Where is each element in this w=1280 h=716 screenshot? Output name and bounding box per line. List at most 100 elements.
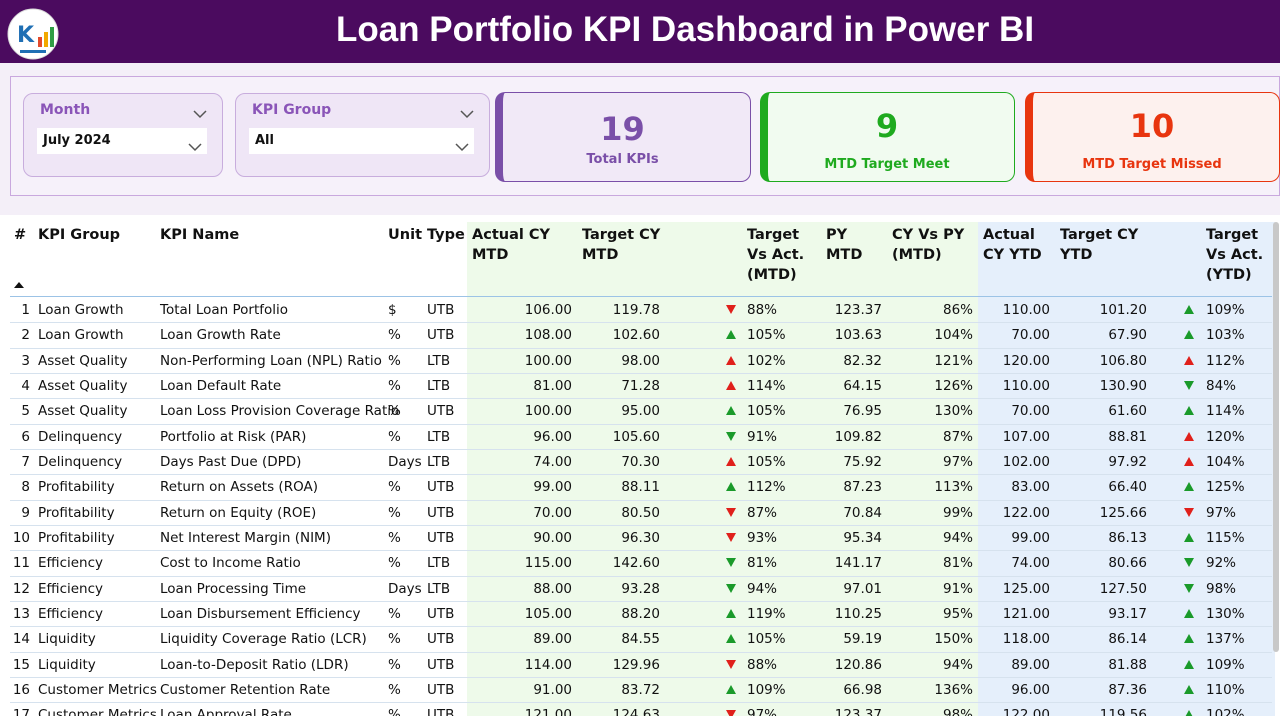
status-icon [726, 507, 736, 517]
table-cell: 104% [934, 327, 973, 344]
column-header[interactable]: PY MTD [826, 227, 863, 263]
table-cell: 93% [747, 529, 778, 546]
table-cell: UTB [427, 656, 455, 673]
row-divider [10, 524, 1272, 526]
column-header[interactable]: Actual CY MTD [472, 227, 551, 263]
table-cell: 75.92 [843, 453, 882, 470]
row-divider [10, 499, 1272, 501]
row-divider [10, 651, 1272, 653]
table-cell: UTB [427, 605, 455, 622]
table-cell: 100.00 [524, 352, 572, 369]
table-cell: 98.00 [621, 352, 660, 369]
table-cell: 130% [934, 403, 973, 420]
table-cell: 106.00 [524, 302, 572, 318]
table-cell: % [388, 377, 401, 394]
table-cell: 91% [747, 428, 778, 445]
table-cell: 93.17 [1108, 605, 1147, 622]
column-header[interactable]: Target CY MTD [582, 227, 661, 263]
column-header[interactable]: Type [427, 227, 465, 243]
table-cell: 67.90 [1108, 327, 1147, 344]
table-cell: 2 [21, 327, 30, 344]
table-cell: 71.28 [621, 377, 660, 394]
table-cell: 97% [1206, 504, 1237, 521]
table-cell: $ [388, 302, 397, 318]
table-cell: 103.63 [834, 327, 882, 344]
column-header[interactable]: Unit [388, 227, 422, 243]
table-cell: Profitability [38, 529, 115, 546]
table-cell: 80.50 [621, 504, 660, 521]
row-divider [10, 575, 1272, 577]
kpi-label: Total KPIs [586, 152, 659, 167]
table-cell: 61.60 [1108, 403, 1147, 420]
table-cell: 119.56 [1099, 707, 1147, 716]
table-cell: % [388, 428, 401, 445]
status-icon [726, 431, 736, 441]
table-cell: Liquidity Coverage Ratio (LCR) [160, 631, 367, 648]
status-icon [1184, 380, 1194, 390]
column-header[interactable]: KPI Name [160, 227, 240, 243]
status-icon [726, 710, 736, 716]
column-header[interactable]: # [14, 227, 27, 243]
table-cell: UTB [427, 707, 455, 716]
table-cell: UTB [427, 681, 455, 698]
table-cell: 86% [942, 302, 973, 318]
row-divider [10, 322, 1272, 324]
table-cell: UTB [427, 479, 455, 496]
table-cell: 88% [747, 656, 778, 673]
table-cell: 122.00 [1002, 504, 1050, 521]
table-cell: 93.28 [621, 580, 660, 597]
table-cell: 90.00 [533, 529, 572, 546]
table-cell: % [388, 707, 401, 716]
table-cell: 6 [21, 428, 30, 445]
row-divider [10, 347, 1272, 349]
table-cell: Loan Growth [38, 302, 124, 318]
table-cell: LTB [427, 377, 451, 394]
table-cell: Loan Default Rate [160, 377, 282, 394]
table-cell: 70.00 [1011, 327, 1050, 344]
table-cell: 11 [12, 555, 30, 572]
table-cell: 74.00 [1011, 555, 1050, 572]
slicer-input[interactable] [249, 128, 474, 154]
table-cell: Customer Retention Rate [160, 681, 331, 698]
table-cell: % [388, 403, 401, 420]
scrollbar [1273, 222, 1279, 652]
table-cell: 88.11 [621, 479, 660, 496]
column-header[interactable]: KPI Group [38, 227, 121, 243]
table-cell: 84% [1206, 377, 1237, 394]
column-header[interactable]: CY Vs PY (MTD) [892, 227, 965, 263]
column-header[interactable]: Target Vs Act. (YTD) [1206, 227, 1264, 283]
table-cell: Loan Approval Rate [160, 707, 292, 716]
slicer-input[interactable] [37, 128, 207, 154]
row-divider [10, 626, 1272, 628]
table-cell: 95.34 [843, 529, 882, 546]
status-icon [1184, 634, 1194, 644]
column-header[interactable]: Target Vs Act. (MTD) [747, 227, 805, 283]
table-cell: % [388, 656, 401, 673]
table-cell: 119.78 [612, 302, 660, 318]
table-cell: 9 [21, 504, 30, 521]
status-icon [1184, 684, 1194, 694]
table-cell: 59.19 [843, 631, 882, 648]
table-cell: 105% [747, 631, 786, 648]
status-icon [726, 634, 736, 644]
table-cell: 97% [942, 453, 973, 470]
column-header[interactable]: Actual CY YTD [983, 227, 1042, 263]
table-cell: 96.00 [1011, 681, 1050, 698]
mtd-band [467, 222, 978, 716]
table-cell: 81% [942, 555, 973, 572]
table-cell: Loan-to-Deposit Ratio (LDR) [160, 656, 349, 673]
table-cell: Loan Processing Time [160, 580, 307, 597]
table-cell: 92% [1206, 555, 1237, 572]
table-cell: Portfolio at Risk (PAR) [160, 428, 307, 445]
table-cell: 104% [1206, 453, 1245, 470]
column-header[interactable]: Target CY YTD [1060, 227, 1139, 263]
table-cell: 126% [934, 377, 973, 394]
table-cell: 102.00 [1002, 453, 1050, 470]
table-cell: 81% [747, 555, 778, 572]
table-cell: 105% [747, 327, 786, 344]
status-icon [1184, 583, 1194, 593]
table-cell: 121.00 [524, 707, 572, 716]
slicer-value: All [255, 133, 274, 148]
dropdown-chevron [188, 137, 202, 152]
table-cell: 95.00 [621, 403, 660, 420]
